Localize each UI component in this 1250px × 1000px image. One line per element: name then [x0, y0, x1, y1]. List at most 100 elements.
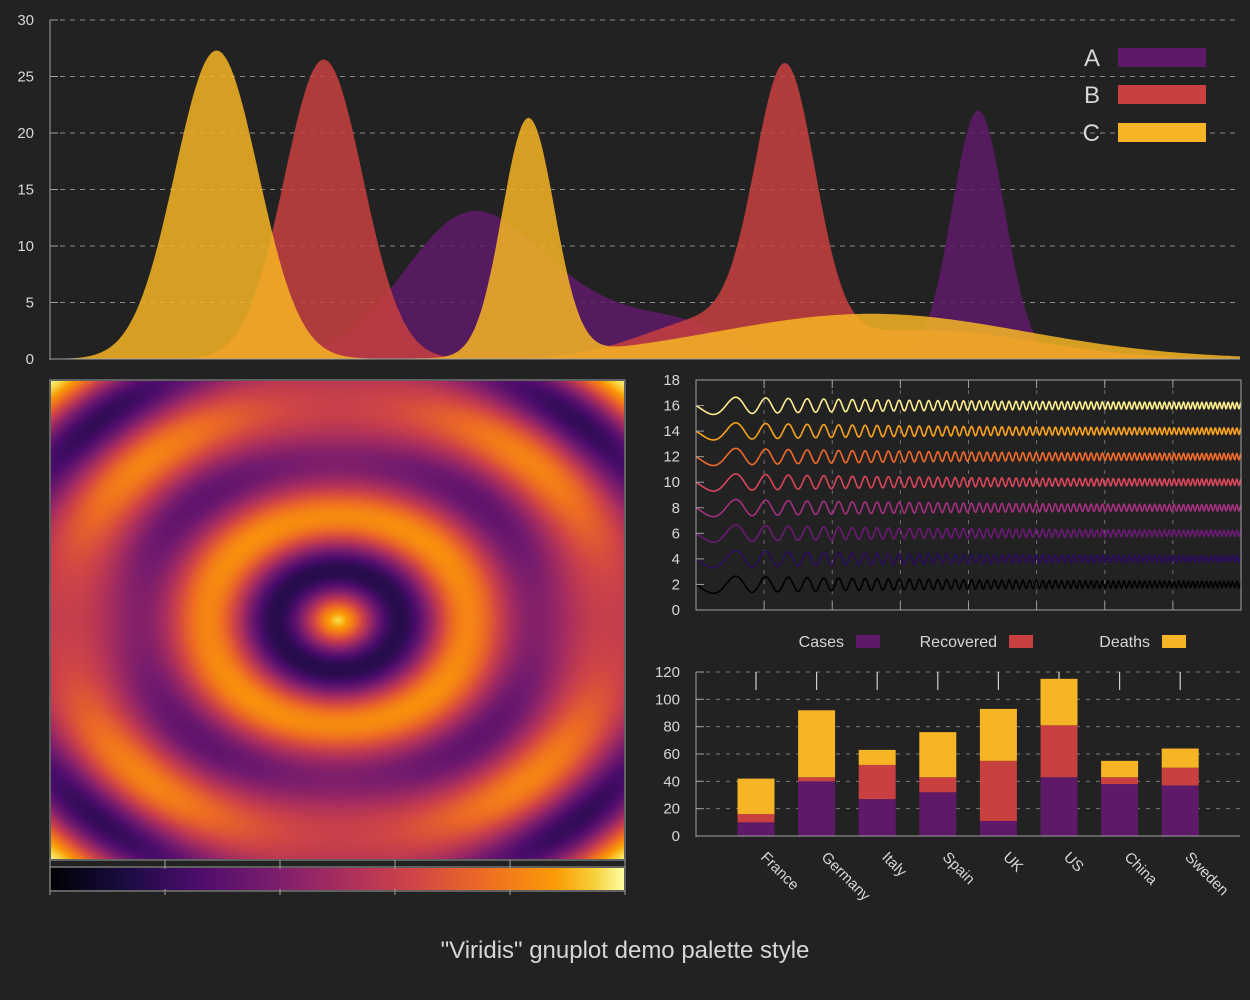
top-y-ticks: 0 5 10 15 20 25 30: [17, 12, 58, 368]
bar-spain-cases: [919, 792, 957, 836]
line-y-tick-label: 16: [663, 398, 680, 415]
bar-x-label: China: [1121, 849, 1161, 889]
legend-label-a: A: [1084, 45, 1100, 72]
area-series-b: [50, 59, 1240, 359]
bar-grid: [696, 671, 1240, 810]
bar-x-label: France: [757, 849, 802, 894]
bar-x-label: UK: [1000, 849, 1027, 876]
bar-y-tick-label: 100: [655, 691, 680, 708]
bar-x-label: US: [1060, 849, 1087, 876]
bar-y-tick-label: 0: [672, 828, 680, 845]
bar-us-recovered: [1040, 725, 1078, 778]
line-series-6: [696, 524, 1241, 543]
line-series-16: [696, 396, 1241, 416]
bar-spain-recovered: [919, 777, 957, 793]
legend-swatch-deaths: [1162, 635, 1186, 648]
line-y-tick-label: 2: [672, 576, 680, 593]
legend-label-recovered: Recovered: [920, 634, 997, 651]
bar-china-cases: [1101, 784, 1139, 836]
bar-y-ticks: 0 20 40 60 80 100 120: [655, 664, 704, 845]
top-y-tick-label: 15: [17, 182, 34, 199]
legend-swatch-cases: [856, 635, 880, 648]
line-y-ticks: 0 2 4 6 8 10 12 14 16 18: [663, 372, 704, 619]
line-y-tick-label: 6: [672, 525, 680, 542]
heatmap-frame: [49, 379, 626, 861]
line-y-tick-label: 12: [663, 449, 680, 466]
line-frame: [695, 379, 1242, 611]
line-series-14: [696, 422, 1241, 441]
bar-germany-recovered: [798, 777, 836, 782]
top-y-tick-label: 0: [26, 351, 34, 368]
top-y-tick-label: 30: [17, 12, 34, 29]
bar-sweden-deaths: [1161, 748, 1199, 768]
line-y-tick-label: 4: [672, 551, 680, 568]
area-series-a: [50, 110, 1240, 360]
bar-italy-deaths: [858, 749, 896, 765]
bar-y-tick-label: 60: [663, 746, 680, 763]
top-grid: [50, 19, 1240, 303]
bar-germany-deaths: [798, 710, 836, 778]
bar-sweden-cases: [1161, 785, 1199, 836]
oscillation-line-chart: 0 2 4 6 8 10 12 14 16 18: [663, 372, 1242, 619]
legend-swatch-a: [1118, 48, 1206, 67]
top-areas: [50, 50, 1240, 360]
bar-germany-cases: [798, 781, 836, 836]
bar-x-label: Germany: [818, 849, 874, 905]
line-y-tick-label: 18: [663, 372, 680, 389]
line-series-4: [696, 549, 1241, 569]
bar-uk-cases: [979, 820, 1017, 836]
legend-label-cases: Cases: [799, 634, 844, 651]
top-y-tick-label: 20: [17, 125, 34, 142]
line-y-tick-label: 8: [672, 500, 680, 517]
colorbar-frame: [49, 866, 626, 892]
line-y-tick-label: 10: [663, 474, 680, 491]
bar-x-label: Sweden: [1181, 849, 1231, 899]
figure-caption: "Viridis" gnuplot demo palette style: [441, 937, 810, 964]
colorbar: [51, 868, 624, 890]
line-y-tick-label: 0: [672, 602, 680, 619]
colorbar-ticks: [49, 860, 626, 895]
legend-swatch-recovered: [1009, 635, 1033, 648]
bar-x-label: Spain: [939, 849, 978, 888]
stacked-bar-chart: Cases Recovered Deaths 0 20 40 60 80 100 120 F…: [655, 634, 1240, 905]
bar-france-recovered: [737, 814, 775, 823]
legend-swatch-b: [1118, 85, 1206, 104]
bar-uk-recovered: [979, 760, 1017, 821]
line-series-10: [696, 473, 1241, 492]
bar-italy-recovered: [858, 764, 896, 800]
bar-y-tick-label: 40: [663, 773, 680, 790]
bar-us-deaths: [1040, 678, 1078, 726]
bar-france-cases: [737, 822, 775, 836]
bar-china-deaths: [1101, 760, 1139, 778]
bar-uk-deaths: [979, 708, 1017, 761]
top-y-tick-label: 10: [17, 238, 34, 255]
line-series-8: [696, 498, 1241, 518]
bar-china-recovered: [1101, 777, 1139, 785]
bar-sweden-recovered: [1161, 767, 1199, 786]
area-series-c: [50, 50, 1240, 359]
top-area-chart: 0 5 10 15 20 25 30 A B C: [17, 12, 1240, 368]
top-legend: A B C: [1083, 45, 1206, 147]
top-y-tick-label: 5: [26, 295, 34, 312]
bar-x-labels: France Germany Italy Spain UK US China Sweden: [757, 849, 1232, 905]
heatmap-plot: [51, 381, 624, 859]
bar-us-cases: [1040, 777, 1078, 836]
legend-label-b: B: [1084, 82, 1100, 109]
line-series-2: [696, 575, 1241, 595]
bar-y-tick-label: 20: [663, 801, 680, 818]
line-series-12: [696, 447, 1241, 467]
bar-y-tick-label: 120: [655, 664, 680, 681]
bar-italy-cases: [858, 799, 896, 836]
bar-france-deaths: [737, 778, 775, 815]
bar-spain-deaths: [919, 732, 957, 778]
line-series: [696, 396, 1241, 595]
line-y-tick-label: 14: [663, 423, 680, 440]
legend-label-c: C: [1083, 120, 1100, 147]
top-y-tick-label: 25: [17, 69, 34, 86]
bar-x-label: Italy: [878, 849, 910, 881]
legend-swatch-c: [1118, 123, 1206, 142]
line-grid: [763, 380, 1174, 610]
bar-y-tick-label: 80: [663, 719, 680, 736]
bar-legend: Cases Recovered Deaths: [799, 634, 1186, 651]
